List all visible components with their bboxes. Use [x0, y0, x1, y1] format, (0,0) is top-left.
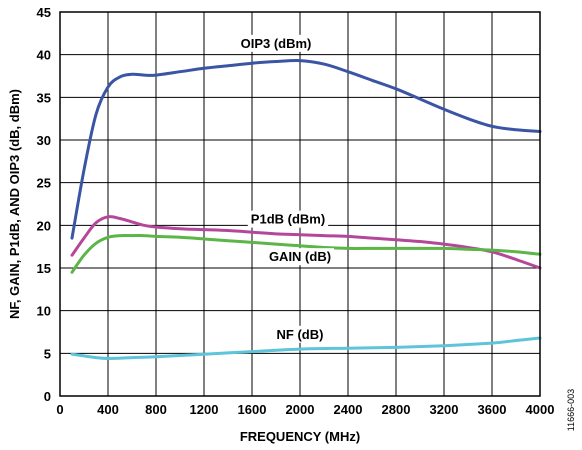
x-tick-label: 2000	[286, 402, 315, 417]
x-tick-label: 3600	[478, 402, 507, 417]
x-tick-label: 800	[145, 402, 167, 417]
series-label-oip3-dbm: OIP3 (dBm)	[241, 36, 312, 51]
series-label-background	[265, 248, 335, 266]
figure-id: 11666-003	[566, 389, 576, 431]
y-tick-label: 40	[37, 48, 51, 63]
x-tick-label: 4000	[526, 402, 555, 417]
y-axis-title: NF, GAIN, P1dB, AND OIP3 (dB, dBm)	[7, 89, 22, 319]
x-tick-label: 2800	[382, 402, 411, 417]
x-tick-label: 1600	[238, 402, 267, 417]
y-tick-label: 20	[37, 218, 51, 233]
series-line-oip3-dbm	[70, 59, 542, 240]
series-line-p1db-dbm	[70, 215, 542, 270]
series-label-background	[273, 325, 327, 343]
y-tick-label: 35	[37, 90, 51, 105]
plot-frame	[59, 11, 541, 397]
x-axis-title: FREQUENCY (MHz)	[240, 429, 360, 444]
series-label-p1db-dbm: P1dB (dBm)	[251, 212, 325, 227]
x-tick-label: 0	[56, 402, 63, 417]
x-tick-label: 1200	[190, 402, 219, 417]
y-tick-labels: 0 5 10 15 20 25 30 35 40 45	[37, 5, 51, 404]
x-tick-label: 3200	[430, 402, 459, 417]
y-tick-label: 15	[37, 261, 51, 276]
series-labels: OIP3 (dBm) P1dB (dBm) GAIN (dB) NF (dB)	[237, 34, 335, 343]
y-tick-label: 30	[37, 133, 51, 148]
y-tick-label: 25	[37, 176, 51, 191]
x-tick-label: 400	[97, 402, 119, 417]
y-tick-label: 10	[37, 304, 51, 319]
series-label-background	[247, 210, 329, 228]
x-tick-label: 2400	[334, 402, 363, 417]
series-label-background	[237, 34, 315, 52]
series-lines	[70, 59, 542, 360]
series-label-nf-db: NF (dB)	[277, 327, 324, 342]
y-tick-label: 0	[44, 389, 51, 404]
series-line-gain-db	[70, 233, 542, 274]
y-tick-label: 45	[37, 5, 51, 20]
y-tick-label: 5	[44, 346, 51, 361]
x-tick-labels: 0 400 800 1200 1600 2000 2400 2800 3200 3600 4000	[56, 402, 554, 417]
series-label-gain-db: GAIN (dB)	[269, 249, 331, 264]
series-line-nf-db	[70, 336, 542, 360]
